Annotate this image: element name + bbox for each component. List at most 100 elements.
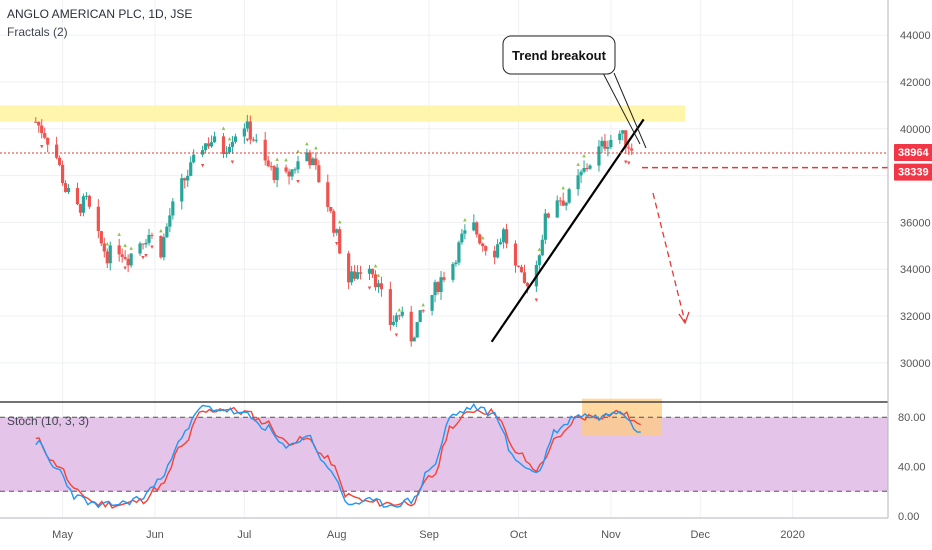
candle-body: [373, 274, 378, 288]
candle-body: [60, 164, 65, 184]
candle-body: [317, 165, 321, 183]
candle-body: [183, 178, 187, 181]
candle-body: [147, 234, 151, 243]
fractal-up: ▴: [106, 241, 110, 248]
candle-body: [37, 121, 41, 126]
candle-body: [284, 167, 288, 172]
candle-body: [293, 169, 297, 171]
candle-body: [129, 253, 133, 266]
fractal-down: ▾: [246, 137, 250, 144]
fractal-down: ▾: [123, 265, 127, 272]
fractal-up: ▴: [159, 227, 163, 234]
candle-body: [400, 311, 404, 316]
fractal-markers: ▾▴▴▾▴ ▴▾ ▾▾▴▾▴▴▾▾▴ ▴▾▴▴▴▾▴▾▴▴▾▴▴▴▴▾▴▴▴▴▾ ▾: [40, 125, 631, 339]
fractal-down: ▾: [395, 332, 399, 339]
candle-body: [543, 213, 547, 240]
fractal-up: ▴: [117, 231, 121, 238]
candle-body: [540, 239, 544, 256]
fractal-up: ▴: [222, 125, 226, 132]
time-tick-label: Sep: [419, 529, 439, 541]
candle-body: [525, 282, 530, 287]
fractal-up: ▴: [123, 242, 127, 249]
time-axis[interactable]: May Jun Jul Aug Sep Oct Nov Dec 2020: [52, 529, 805, 541]
candle-body: [350, 271, 354, 283]
fractal-up: ▴: [284, 157, 288, 164]
candle-body: [40, 125, 44, 134]
candle-body: [397, 315, 401, 317]
projection-arrow-head: [678, 311, 690, 325]
candle-body: [162, 237, 166, 258]
fractal-up: ▴: [314, 144, 318, 151]
candle-body: [463, 230, 467, 234]
fractal-down: ▾: [141, 254, 145, 261]
candle-body: [457, 242, 461, 263]
candle-body: [472, 222, 476, 231]
time-tick-label: 2020: [780, 529, 804, 541]
candle-body: [105, 251, 109, 264]
stoch-tick-label: 40.00: [898, 462, 926, 474]
candle-body: [314, 158, 318, 166]
fractal-up: ▴: [398, 307, 402, 314]
fractal-up: ▴: [228, 136, 232, 143]
fractal-up: ▴: [561, 185, 565, 192]
candle-body: [326, 182, 330, 207]
candle-body: [388, 289, 392, 325]
stoch-tick-label: 80.00: [898, 412, 926, 424]
fractal-down: ▾: [40, 143, 44, 150]
candle-body: [269, 166, 273, 168]
target-price-tag-bg: [894, 163, 932, 181]
fractal-down: ▾: [535, 297, 539, 304]
candle-body: [451, 264, 455, 280]
trend-breakout-callout: Trend breakout: [502, 35, 647, 149]
candle-body: [433, 282, 437, 296]
candle-body: [305, 152, 309, 162]
candle-body: [63, 183, 68, 193]
price-tick-label: 32000: [900, 311, 931, 323]
candle-body: [332, 211, 336, 233]
candle-body: [582, 168, 586, 172]
candle-body: [627, 147, 631, 149]
candle-body: [81, 196, 86, 213]
price-tick-label: 40000: [900, 124, 931, 136]
candle-body: [478, 234, 482, 244]
candle-body: [189, 162, 193, 176]
candle-body: [630, 148, 634, 151]
candle-series: [34, 114, 634, 347]
price-tick-label: 36000: [900, 217, 931, 229]
price-axis[interactable]: 3000032000340003600038000400004200044000: [900, 30, 931, 370]
stoch-d-line: [35, 406, 641, 509]
candle-body: [204, 143, 208, 151]
candle-body: [600, 140, 604, 147]
candle-body: [212, 136, 217, 143]
candle-body: [206, 143, 211, 147]
candle-body: [460, 233, 464, 243]
callout-box: [502, 35, 616, 75]
time-tick-label: Aug: [327, 529, 347, 541]
candle-body: [263, 139, 267, 161]
candle-body: [496, 244, 500, 258]
candle-body: [78, 204, 83, 213]
candle-body: [567, 189, 571, 203]
candle-body: [290, 169, 294, 177]
current-price-tag-bg: [894, 144, 932, 162]
candle-body: [564, 202, 568, 206]
candle-body: [227, 146, 232, 153]
trend-line: [490, 118, 645, 343]
fractal-up: ▴: [582, 152, 586, 159]
fractal-up: ▴: [338, 219, 342, 226]
candle-body: [141, 243, 145, 245]
fractal-down: ▾: [368, 285, 372, 292]
candle-body: [275, 167, 279, 181]
candle-body: [442, 277, 446, 280]
candle-body: [522, 272, 527, 283]
stoch-k-line: [35, 402, 641, 509]
candle-body: [355, 272, 360, 279]
candle-body: [418, 310, 422, 323]
candle-body: [308, 152, 312, 166]
fractal-down: ▾: [201, 162, 205, 169]
candle-body: [588, 165, 592, 169]
fractal-up: ▴: [538, 246, 542, 253]
candle-body: [358, 272, 363, 274]
candle-body: [609, 139, 613, 148]
fractal-up: ▴: [421, 301, 425, 308]
